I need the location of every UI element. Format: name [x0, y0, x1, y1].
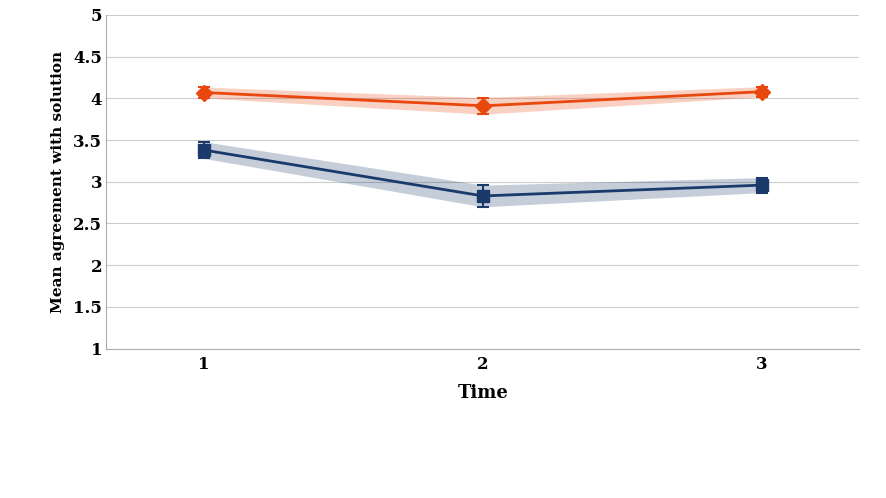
X-axis label: Time: Time [457, 383, 509, 402]
Legend: 5a- Affective-intuitive
moral solution, 5b- Rational-utilitarian
moral solution: 5a- Affective-intuitive moral solution, … [237, 492, 728, 498]
5a- Affective-intuitive
moral solution [757, 182, 767, 188]
5a- Affective-intuitive
moral solution [198, 147, 209, 153]
5b- Rational-utilitarian
moral solution [757, 89, 767, 95]
5b- Rational-utilitarian
moral solution [198, 90, 209, 96]
5a- Affective-intuitive
moral solution [478, 193, 488, 199]
Line: 5a- Affective-intuitive
moral solution: 5a- Affective-intuitive moral solution [198, 144, 767, 202]
Line: 5b- Rational-utilitarian
moral solution: 5b- Rational-utilitarian moral solution [198, 86, 767, 112]
Y-axis label: Mean agreement with solution: Mean agreement with solution [51, 51, 65, 313]
5b- Rational-utilitarian
moral solution [478, 103, 488, 109]
